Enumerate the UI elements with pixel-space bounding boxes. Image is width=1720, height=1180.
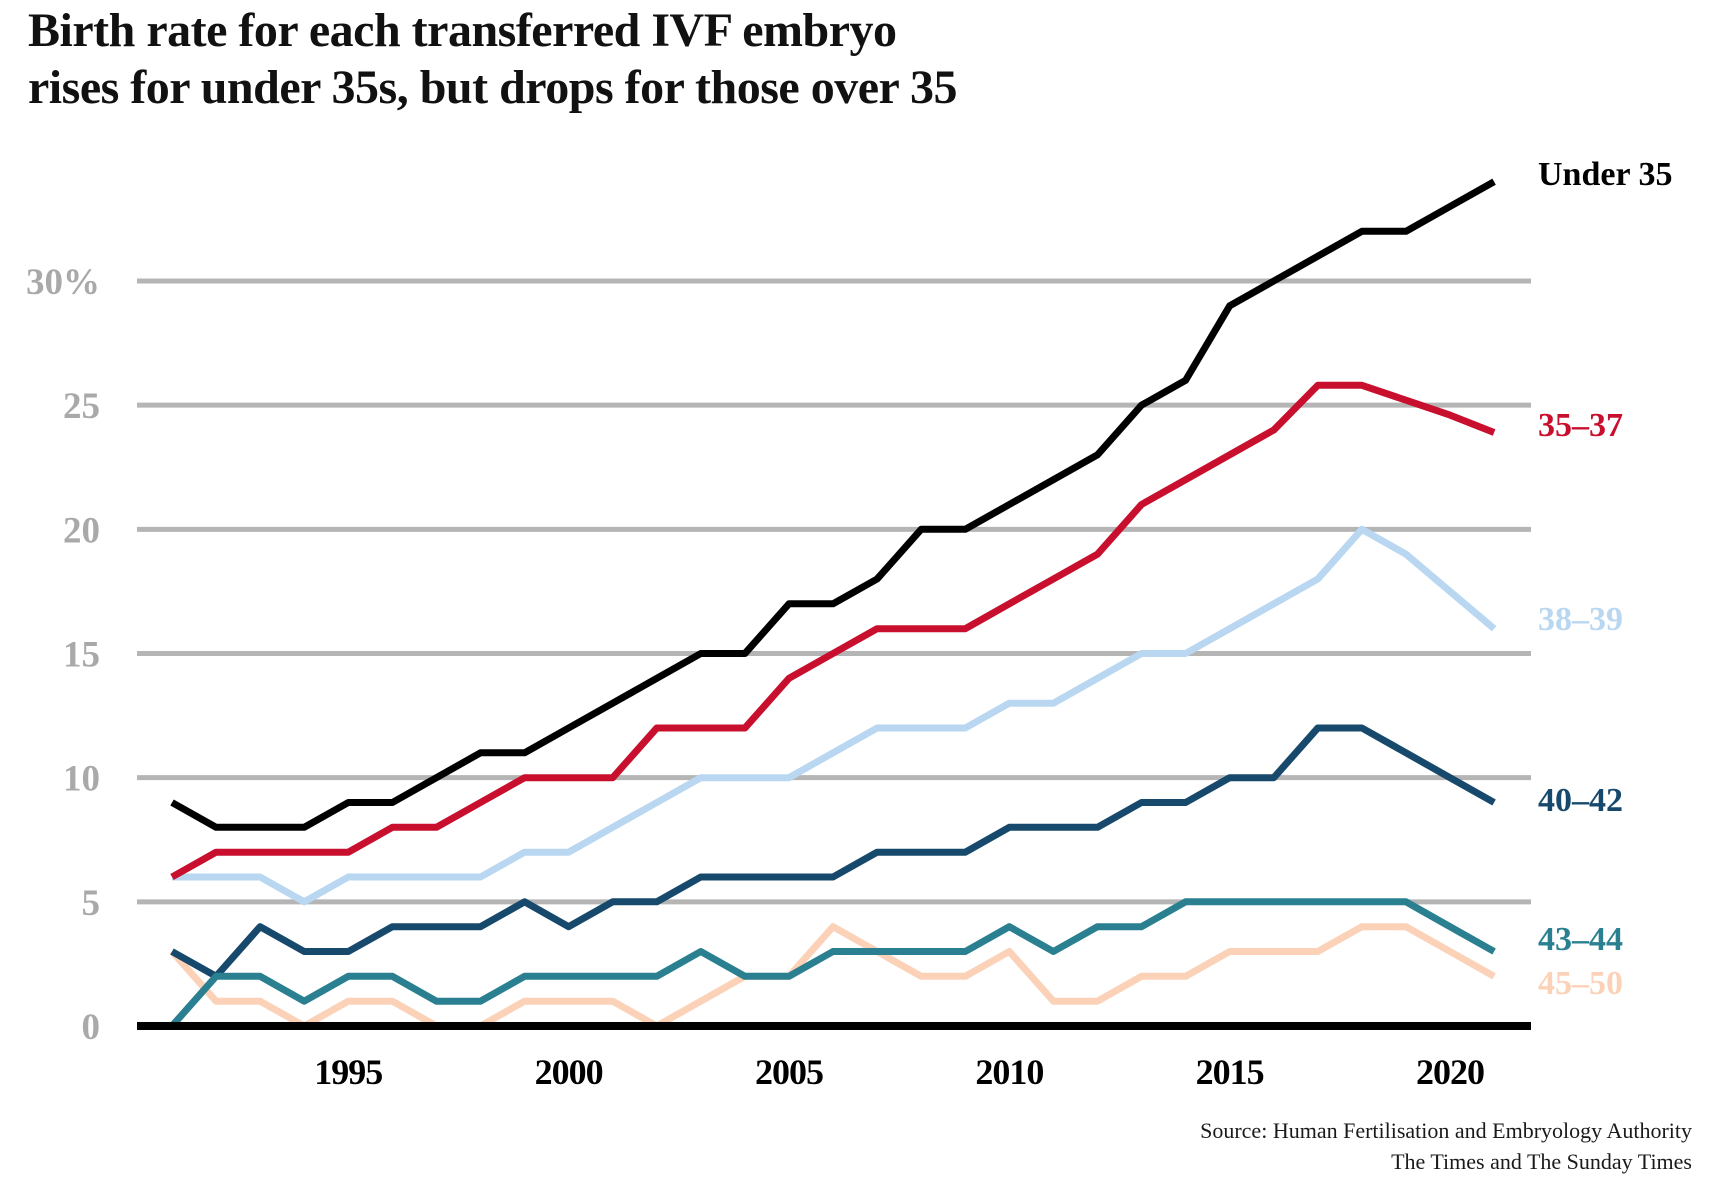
series-lines (169, 178, 1497, 1030)
gridlines (137, 278, 1531, 905)
page-title: Birth rate for each transferred IVF embr… (28, 2, 1278, 116)
x-tick-label-2015: 2015 (1196, 1052, 1264, 1092)
series-line-40-42 (170, 724, 1496, 980)
y-tick-label-10: 10 (63, 759, 100, 800)
page-title-line-2: rises for under 35s, but drops for those… (28, 61, 957, 115)
legend-label-under-35: Under 35 (1538, 155, 1673, 193)
y-tick-label-5: 5 (82, 883, 101, 924)
y-tick-label-15: 15 (63, 635, 100, 676)
x-tick-label-2005: 2005 (755, 1052, 823, 1092)
source-note: Source: Human Fertilisation and Embryolo… (1200, 1116, 1692, 1178)
y-axis-labels: 0 5 10 15 20 25 30% (26, 262, 100, 1048)
series-line-under-35 (170, 178, 1496, 831)
y-tick-label-30: 30% (26, 262, 100, 303)
legend-label-38-39: 38–39 (1538, 600, 1623, 638)
x-tick-label-2020: 2020 (1416, 1052, 1484, 1092)
legend-label-40-42: 40–42 (1538, 781, 1623, 819)
source-line: Source: Human Fertilisation and Embryolo… (1200, 1118, 1692, 1143)
series-line-43-44 (169, 898, 1496, 1029)
legend-label-35-37: 35–37 (1538, 407, 1623, 445)
x-tick-label-2000: 2000 (535, 1052, 603, 1092)
x-tick-label-2010: 2010 (975, 1052, 1043, 1092)
legend-label-43-44: 43–44 (1538, 920, 1623, 958)
y-tick-label-20: 20 (63, 510, 100, 551)
x-axis-labels: 1995 2000 2005 2010 2015 2020 (314, 1052, 1485, 1092)
series-line-38-39 (172, 525, 1497, 906)
legend-label-45-50: 45–50 (1538, 965, 1623, 1003)
x-tick-label-1995: 1995 (314, 1052, 382, 1092)
y-tick-label-0: 0 (82, 1007, 101, 1048)
series-line-45-50 (169, 923, 1496, 1030)
y-tick-label-25: 25 (63, 386, 100, 427)
credit-line: The Times and The Sunday Times (1391, 1148, 1692, 1174)
page-title-line-1: Birth rate for each transferred IVF embr… (28, 4, 897, 57)
series-line-35-37 (170, 381, 1496, 881)
